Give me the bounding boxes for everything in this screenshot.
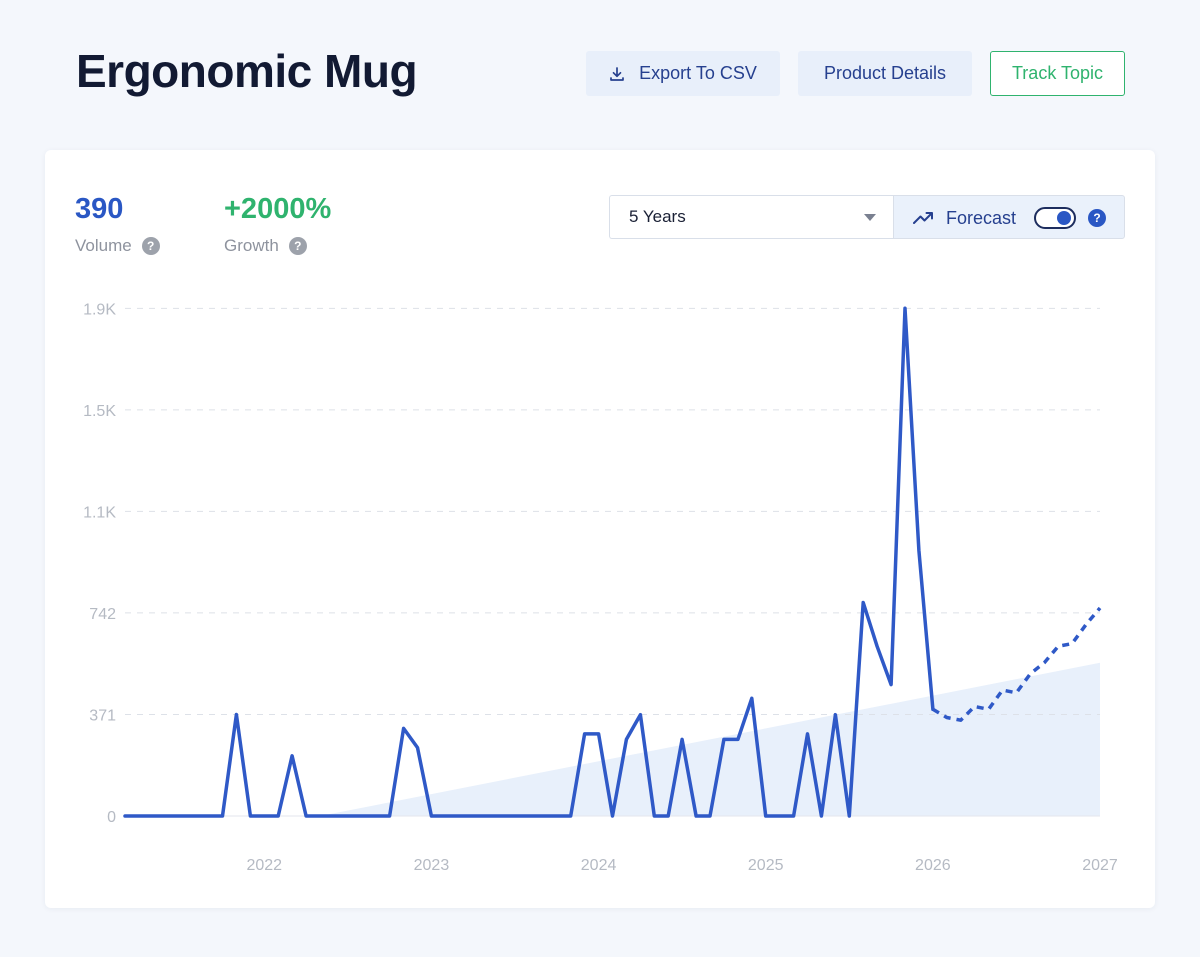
forecast-help-icon[interactable]: ? [1088, 209, 1106, 227]
forecast-toggle[interactable] [1034, 207, 1076, 229]
x-tick-label: 2024 [581, 857, 617, 874]
product-details-label: Product Details [823, 63, 947, 83]
chevron-down-icon [864, 214, 876, 221]
growth-label-row: Growth ? [224, 236, 307, 256]
x-tick-label: 2026 [915, 857, 951, 874]
trend-area [320, 662, 1100, 816]
y-tick-label: 1.5K [83, 403, 116, 420]
x-tick-label: 2025 [748, 857, 784, 874]
trend-up-icon [913, 212, 933, 224]
time-range-value: 5 Years [629, 207, 686, 226]
forecast-label: Forecast [946, 208, 1017, 228]
y-tick-label: 742 [89, 606, 116, 623]
volume-help-icon[interactable]: ? [141, 237, 160, 255]
time-range-select[interactable]: 5 Years [609, 195, 893, 239]
growth-value: +2000% [224, 193, 332, 225]
forecast-control: Forecast ? [893, 195, 1125, 239]
y-tick-label: 1.9K [83, 301, 116, 318]
volume-label: Volume [75, 236, 132, 255]
x-tick-label: 2027 [1082, 857, 1118, 874]
forecast-toggle-knob [1057, 211, 1071, 225]
x-tick-label: 2022 [246, 857, 282, 874]
y-tick-label: 371 [89, 707, 116, 724]
growth-label: Growth [224, 236, 279, 255]
export-csv-label: Export To CSV [639, 63, 757, 83]
forecast-line [932, 606, 1102, 722]
y-tick-label: 1.1K [83, 504, 116, 521]
page-title: Ergonomic Mug [76, 45, 418, 97]
export-csv-button[interactable]: Export To CSV [586, 51, 780, 96]
x-tick-label: 2023 [414, 857, 450, 874]
product-details-button[interactable]: Product Details [798, 51, 972, 96]
volume-line [123, 306, 935, 818]
track-topic-button[interactable]: Track Topic [990, 51, 1125, 96]
volume-value: 390 [75, 193, 124, 225]
y-tick-label: 0 [107, 809, 116, 826]
download-icon [610, 66, 624, 81]
growth-help-icon[interactable]: ? [288, 237, 307, 255]
track-topic-label: Track Topic [1011, 63, 1104, 83]
volume-label-row: Volume ? [75, 236, 160, 256]
